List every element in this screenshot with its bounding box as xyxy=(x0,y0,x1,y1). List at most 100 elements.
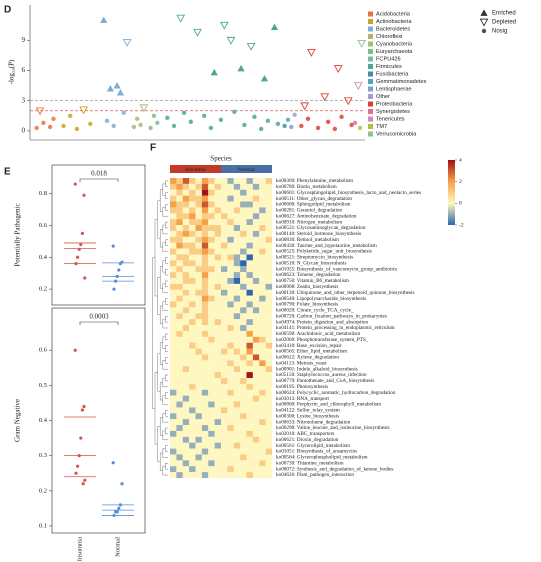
heatmap-cell xyxy=(201,383,209,390)
heatmap-cell xyxy=(201,466,209,473)
heatmap-cell xyxy=(208,372,215,379)
heatmap-cell xyxy=(221,413,228,420)
point-nosig xyxy=(155,120,160,126)
heatmap-cell xyxy=(214,460,222,467)
heatmap-cell xyxy=(265,395,273,402)
heatmap-cell xyxy=(170,319,177,326)
row-label: ko00531: Glycosaminoglycan_degradation xyxy=(276,225,366,231)
heatmap-cell xyxy=(176,472,183,479)
row-label: ko02010: ABC_transporters xyxy=(276,431,334,437)
heatmap-cell xyxy=(182,460,190,467)
point-nosig xyxy=(41,120,46,126)
heatmap-cell xyxy=(246,425,253,431)
heatmap-cell xyxy=(233,342,241,349)
heatmap-cell xyxy=(176,189,183,196)
heatmap-cell xyxy=(252,395,260,402)
heatmap-cell xyxy=(227,242,234,249)
heatmap-cell xyxy=(170,330,177,337)
row-label: ko00195: Photosynthesis xyxy=(276,384,328,390)
heatmap-cell xyxy=(246,254,253,261)
heatmap-cell xyxy=(233,360,241,367)
heatmap-cell xyxy=(265,383,273,390)
heatmap-cell xyxy=(214,178,222,184)
heatmap-cell xyxy=(221,195,228,202)
heatmap-cell xyxy=(208,236,215,243)
heatmap-cell xyxy=(227,448,234,455)
heatmap-cell xyxy=(221,348,228,355)
heatmap-cell xyxy=(259,313,266,320)
heatmap-cell xyxy=(214,242,222,249)
heatmap-cell xyxy=(246,442,253,449)
heatmap-cell xyxy=(208,378,215,384)
heatmap-cell xyxy=(233,430,241,437)
heatmap-cell xyxy=(252,248,260,255)
heatmap-cell xyxy=(227,289,234,296)
heatmap-cell xyxy=(182,430,190,437)
heatmap-cell xyxy=(233,230,241,237)
heatmap-cell xyxy=(259,283,266,290)
heatmap-cell xyxy=(201,207,209,214)
heatmap-cell xyxy=(182,248,190,255)
heatmap-cell xyxy=(189,219,196,226)
heatmap-cell xyxy=(221,383,228,390)
heatmap-cell xyxy=(208,401,215,408)
point xyxy=(114,510,118,514)
heatmap-cell xyxy=(195,272,202,279)
heatmap-cell xyxy=(265,460,273,467)
heatmap-cell xyxy=(227,178,234,184)
heatmap-cell xyxy=(182,260,190,267)
heatmap-cell xyxy=(176,336,183,343)
row-label: ko00020: Citrate_cycle_TCA_cycle_ xyxy=(276,308,354,314)
heatmap-cell xyxy=(246,454,253,461)
heatmap-cell xyxy=(182,372,190,379)
heatmap-cell xyxy=(214,419,222,426)
heatmap-cell xyxy=(259,407,266,414)
heatmap-cell xyxy=(221,378,228,384)
row-label: ko00790: Folate_biosynthesis xyxy=(276,302,338,308)
heatmap-cell xyxy=(227,378,234,384)
heatmap-cell xyxy=(221,354,228,361)
point-depleted xyxy=(246,42,256,51)
heatmap-cell xyxy=(240,183,247,190)
row-label: ko01055: Biosynthesis_of_vancomycin_grou… xyxy=(276,265,397,272)
heatmap-cell xyxy=(195,213,202,220)
heatmap-cell xyxy=(170,395,177,402)
heatmap-cell xyxy=(259,454,266,461)
p-value: 0.0003 xyxy=(89,313,109,321)
heatmap-cell xyxy=(182,225,190,231)
heatmap-cell xyxy=(259,419,266,426)
heatmap-cell xyxy=(252,183,260,190)
heatmap-cell xyxy=(221,295,228,302)
heatmap-cell xyxy=(221,213,228,220)
heatmap-cell xyxy=(252,242,260,249)
heatmap-cell xyxy=(189,207,196,214)
heatmap-title: Species xyxy=(210,155,232,163)
heatmap-cell xyxy=(176,225,183,231)
heatmap-cell xyxy=(240,448,247,455)
heatmap-cell xyxy=(201,248,209,255)
heatmap-cell xyxy=(233,425,241,431)
heatmap-cell xyxy=(233,378,241,384)
dendrogram-branch xyxy=(152,257,155,409)
point xyxy=(82,193,86,197)
dendrogram-branch xyxy=(162,336,166,349)
heatmap-cell xyxy=(176,307,183,314)
heatmap-cell xyxy=(195,460,202,467)
heatmap-cell xyxy=(265,454,273,461)
heatmap-cell xyxy=(265,430,273,437)
point xyxy=(83,276,87,280)
heatmap-cell xyxy=(195,307,202,314)
heatmap-cell xyxy=(259,178,266,184)
heatmap-cell xyxy=(214,325,222,331)
x-tick-label: Normal xyxy=(114,537,121,557)
heatmap-cell xyxy=(240,301,247,308)
point xyxy=(82,404,86,409)
heatmap-cell xyxy=(252,325,260,331)
heatmap-cell xyxy=(176,460,183,467)
heatmap-cell xyxy=(195,189,202,196)
point-enriched xyxy=(113,81,121,89)
heatmap-cell xyxy=(208,301,215,308)
heatmap-cell xyxy=(170,348,177,355)
y-tick-label: 0.6 xyxy=(39,347,48,354)
heatmap-cell xyxy=(176,383,183,390)
